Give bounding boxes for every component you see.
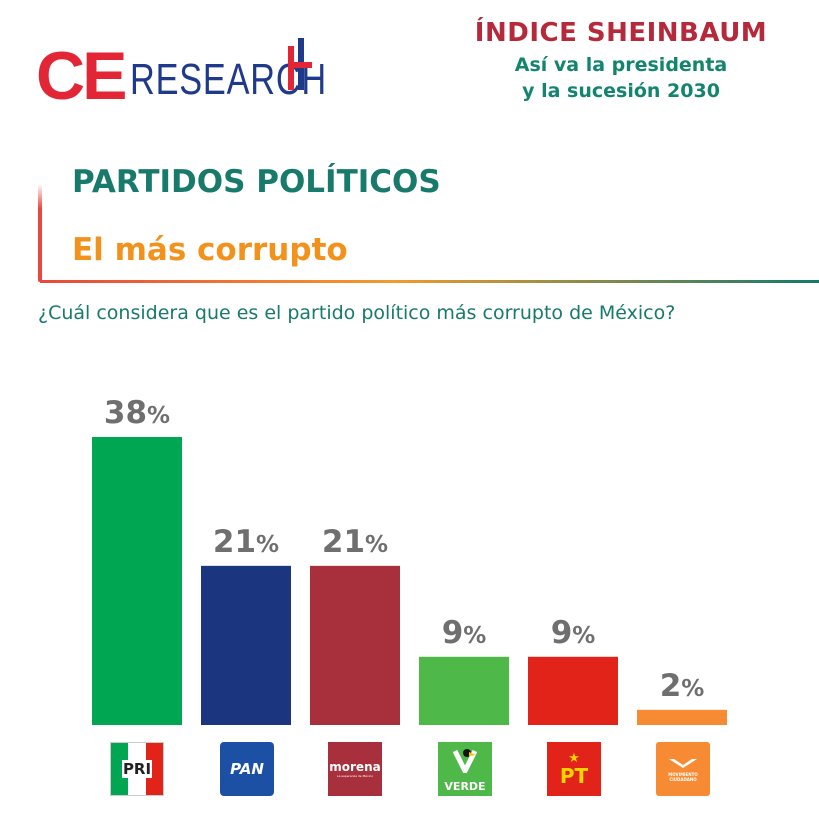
logo-ce: CE bbox=[36, 38, 127, 114]
logo-bars-icon bbox=[288, 38, 312, 90]
section-frame-left bbox=[38, 184, 42, 282]
header-subtitle-2: y la sucesión 2030 bbox=[522, 80, 720, 102]
bar-pri bbox=[92, 437, 182, 725]
header-subtitle-1: Así va la presidenta bbox=[514, 54, 728, 76]
bar-mc bbox=[637, 709, 727, 725]
pan-logo: PAN bbox=[220, 742, 274, 796]
pt-logo: ★ PT bbox=[547, 742, 601, 796]
value-label-morena: 21% bbox=[322, 524, 388, 560]
pan-logo-text: PAN bbox=[230, 760, 264, 778]
bar-pan bbox=[201, 565, 291, 725]
section-subtitle: El más corrupto bbox=[72, 232, 348, 268]
bar-pt bbox=[528, 656, 618, 725]
eagle-icon bbox=[669, 759, 697, 768]
survey-question: ¿Cuál considera que es el partido políti… bbox=[38, 302, 676, 324]
morena-logo-tagline: La esperanza de México bbox=[336, 774, 374, 778]
value-label-mc: 2% bbox=[660, 668, 705, 704]
bar-morena bbox=[310, 565, 400, 725]
morena-logo: morena La esperanza de México bbox=[328, 742, 382, 796]
star-icon: ★ bbox=[568, 750, 580, 766]
bar-verde bbox=[419, 656, 509, 725]
section-frame-bottom bbox=[40, 280, 819, 283]
pri-logo: PRI bbox=[110, 742, 164, 796]
value-label-pan: 21% bbox=[213, 524, 279, 560]
bar-chart: 38% 21% 21% 9% 9% 2% bbox=[92, 395, 727, 725]
pri-logo-text: PRI bbox=[121, 760, 153, 778]
morena-logo-text: morena bbox=[329, 760, 381, 774]
mc-logo-text: MOVIMIENTO CIUDADANO bbox=[668, 772, 698, 782]
value-label-verde: 9% bbox=[442, 615, 487, 651]
value-label-pri: 38% bbox=[104, 395, 170, 431]
header-title: ÍNDICE SHEINBAUM bbox=[474, 18, 768, 48]
toucan-icon bbox=[453, 749, 477, 773]
verde-logo: VERDE bbox=[438, 742, 492, 796]
value-label-pt: 9% bbox=[551, 615, 596, 651]
verde-logo-text: VERDE bbox=[444, 780, 486, 793]
pt-logo-text: PT bbox=[559, 763, 589, 788]
ce-research-logo: CE RESEARCH bbox=[36, 30, 383, 110]
mc-logo: MOVIMIENTO CIUDADANO bbox=[656, 742, 710, 796]
header: ÍNDICE SHEINBAUM Así va la presidenta y … bbox=[461, 18, 781, 104]
section-title: PARTIDOS POLÍTICOS bbox=[72, 164, 441, 200]
